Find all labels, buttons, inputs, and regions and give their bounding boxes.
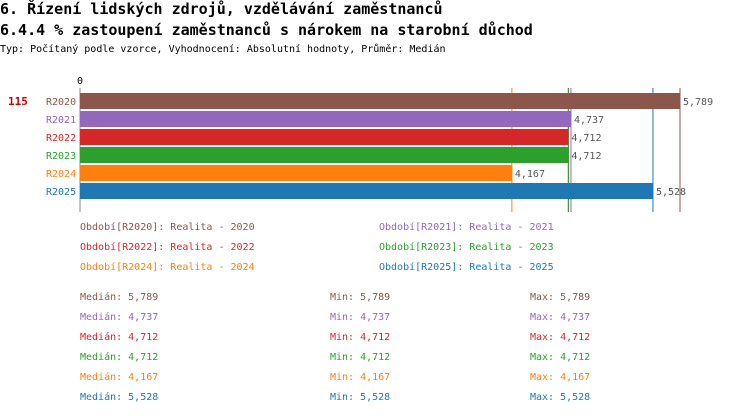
stat-min-R2025: Min: 5,528	[330, 392, 391, 403]
stat-max-R2024: Max: 4,167	[530, 372, 591, 383]
value-label-R2020: 5,789	[683, 97, 713, 108]
stat-max-R2021: Max: 4,737	[530, 312, 591, 323]
bar-R2022	[80, 129, 569, 145]
stat-min-R2022: Min: 4,712	[330, 332, 391, 343]
page-title: 6. Řízení lidských zdrojů, vzdělávání za…	[0, 0, 443, 18]
chart-type-line: Typ: Počítaný podle vzorce, Vyhodnocení:…	[0, 44, 446, 55]
stat-min-R2024: Min: 4,167	[330, 372, 391, 383]
chart-subtitle: 6.4.4 % zastoupení zaměstnanců s nárokem…	[0, 21, 533, 39]
legend-item-R2025: Období[R2025]: Realita - 2025	[379, 262, 554, 273]
stat-median-R2023: Medián: 4,712	[80, 352, 159, 363]
stat-max-R2023: Max: 4,712	[530, 352, 591, 363]
group-label: 115	[8, 95, 28, 108]
value-label-R2025: 5,528	[656, 187, 686, 198]
stat-max-R2020: Max: 5,789	[530, 292, 591, 303]
axis-zero-label: 0	[77, 76, 83, 87]
category-label-R2024: R2024	[46, 169, 76, 180]
value-label-R2024: 4,167	[515, 169, 545, 180]
bar-chart: 0 115 R2020 5,789 R2021 4,737 R2022 4,712 R2023 4…	[8, 76, 713, 212]
stat-median-R2022: Medián: 4,712	[80, 332, 159, 343]
legend-item-R2022: Období[R2022]: Realita - 2022	[80, 242, 255, 253]
category-label-R2022: R2022	[46, 133, 76, 144]
legend-item-R2020: Období[R2020]: Realita - 2020	[80, 222, 255, 233]
bar-R2025	[80, 183, 653, 199]
bar-R2023	[80, 147, 569, 163]
stat-median-R2024: Medián: 4,167	[80, 372, 159, 383]
category-label-R2020: R2020	[46, 97, 76, 108]
stat-max-R2022: Max: 4,712	[530, 332, 591, 343]
stat-max-R2025: Max: 5,528	[530, 392, 591, 403]
value-label-R2022: 4,712	[571, 133, 601, 144]
bar-R2021	[80, 111, 571, 127]
stat-min-R2020: Min: 5,789	[330, 292, 391, 303]
stat-median-R2021: Medián: 4,737	[80, 312, 159, 323]
category-label-R2025: R2025	[46, 187, 76, 198]
legend-item-R2021: Období[R2021]: Realita - 2021	[379, 222, 554, 233]
stat-median-R2025: Medián: 5,528	[80, 392, 159, 403]
stat-min-R2021: Min: 4,737	[330, 312, 391, 323]
legend-item-R2023: Období[R2023]: Realita - 2023	[379, 242, 554, 253]
category-label-R2021: R2021	[46, 115, 76, 126]
stat-median-R2020: Medián: 5,789	[80, 292, 159, 303]
category-label-R2023: R2023	[46, 151, 76, 162]
stat-min-R2023: Min: 4,712	[330, 352, 391, 363]
value-label-R2023: 4,712	[571, 151, 601, 162]
bar-R2020	[80, 93, 680, 109]
value-label-R2021: 4,737	[574, 115, 604, 126]
legend-item-R2024: Období[R2024]: Realita - 2024	[80, 262, 255, 273]
bar-R2024	[80, 165, 512, 181]
